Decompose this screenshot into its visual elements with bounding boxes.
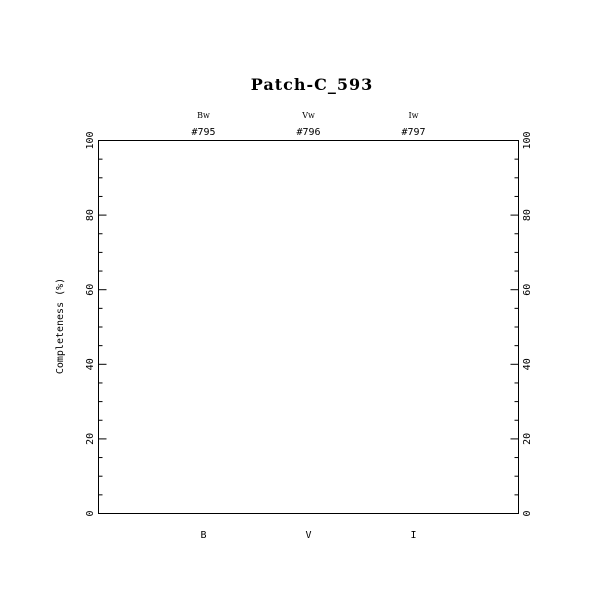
filter-label: Iw [408,111,418,120]
y-tick-label-right: 0 [522,510,533,516]
y-tick-label-right: 40 [522,358,533,370]
id-label: #797 [401,127,425,138]
y-tick-label-left: 40 [85,358,96,370]
y-tick-label-right: 60 [522,284,533,296]
y-tick-label-right: 20 [522,433,533,445]
y-tick-label-left: 80 [85,209,96,221]
id-label: #796 [296,127,320,138]
x-tick-label: I [410,530,416,541]
filter-label: Vw [301,111,315,120]
id-label: #795 [191,127,215,138]
y-axis-label: Completeness (%) [55,278,66,374]
y-tick-label-left: 60 [85,284,96,296]
y-tick-label-right: 80 [522,209,533,221]
plot-frame [98,140,519,514]
y-tick-label-left: 0 [85,510,96,516]
y-tick-label-left: 100 [85,131,96,149]
x-tick-label: B [200,530,206,541]
chart-title: Patch-C_593 [251,75,374,94]
y-tick-label-left: 20 [85,433,96,445]
y-tick-label-right: 100 [522,131,533,149]
categories: B Bw #795 V Vw #796 I Iw #797 [191,111,425,541]
x-tick-label: V [305,530,311,541]
filter-label: Bw [197,111,210,120]
y-ticks: 0 0 20 20 40 40 60 60 80 80 100 100 [85,131,533,516]
